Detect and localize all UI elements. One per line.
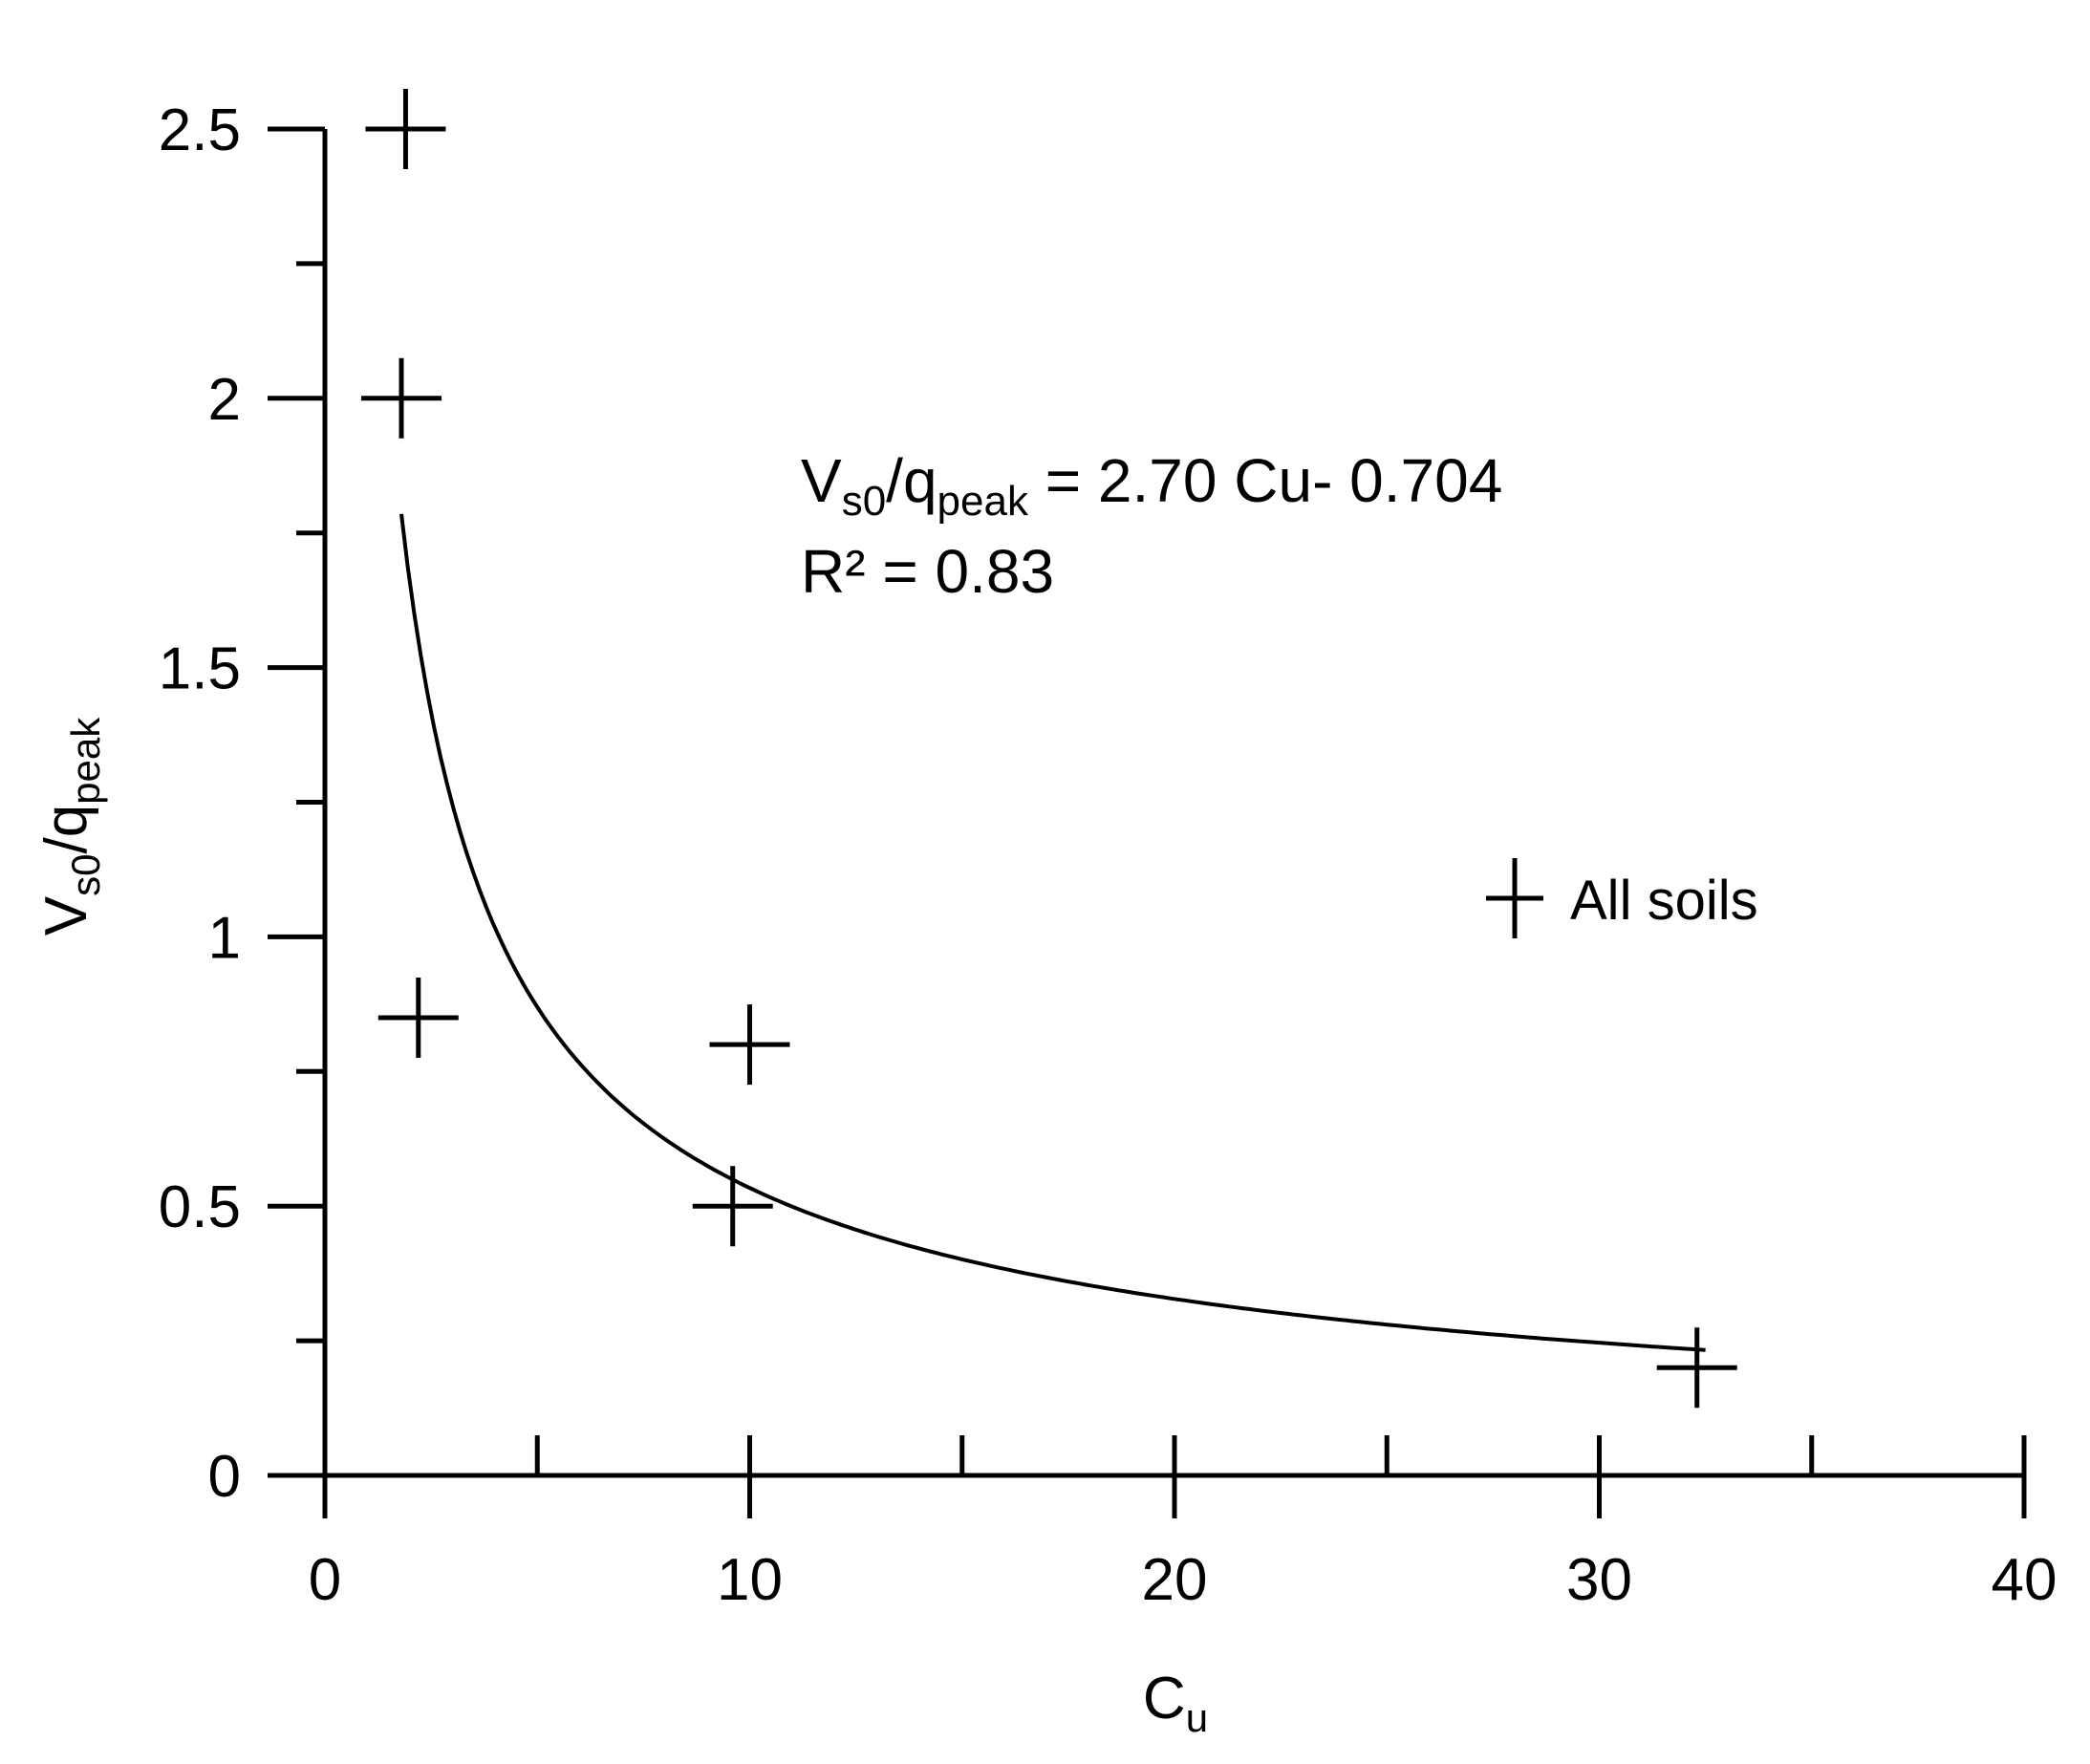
fit-equation-rest: = 2.70 Cu- 0.704 (1028, 446, 1502, 515)
y-axis-title-sub1: s0 (63, 854, 108, 896)
y-axis-title: Vs0/qpeak (33, 717, 108, 936)
x-axis-title: Cu (1143, 1666, 1208, 1740)
y-tick-label: 0 (208, 1444, 241, 1510)
fit-equation-mid: /q (886, 446, 937, 515)
data-point (377, 977, 459, 1058)
data-point (365, 89, 446, 169)
legend-label: All soils (1570, 870, 1758, 932)
fit-equation-sub2: peak (937, 478, 1029, 525)
y-tick-label: 1 (208, 905, 241, 971)
r-squared: R² = 0.83 (801, 537, 1054, 606)
x-tick-label: 40 (1992, 1547, 2058, 1613)
data-point (361, 357, 442, 439)
data-point (692, 1166, 773, 1247)
y-tick-label: 2.5 (159, 97, 241, 163)
legend: All soils (1486, 858, 1758, 938)
x-tick-label: 20 (1142, 1547, 1208, 1613)
x-axis-title-base: C (1143, 1666, 1186, 1732)
y-axis-title-base: V (33, 895, 99, 936)
fit-equation-base: V (801, 446, 842, 515)
y-tick-label: 2 (208, 367, 241, 433)
y-axis-title-sub2: peak (63, 717, 108, 805)
data-markers (361, 89, 1737, 1409)
data-point (1656, 1327, 1737, 1409)
data-point (709, 1004, 790, 1086)
x-tick-label: 0 (309, 1547, 341, 1613)
fit-curve (399, 513, 1706, 1352)
x-axis-title-sub: u (1186, 1695, 1208, 1740)
plot-area (361, 89, 1737, 1409)
y-axis-title-mid: /q (33, 805, 99, 854)
y-tick-label: 0.5 (159, 1174, 241, 1240)
x-axis-ticks: 0 10 20 30 40 (309, 1435, 2058, 1613)
y-axis-ticks: 0 0.5 1 1.5 2 2.5 (159, 97, 325, 1510)
fit-equation: Vs0/qpeak = 2.70 Cu- 0.704 (801, 446, 1502, 525)
fit-equation-sub1: s0 (842, 478, 886, 525)
x-tick-label: 10 (717, 1547, 783, 1613)
x-tick-label: 30 (1566, 1547, 1632, 1613)
y-tick-label: 1.5 (159, 636, 241, 702)
